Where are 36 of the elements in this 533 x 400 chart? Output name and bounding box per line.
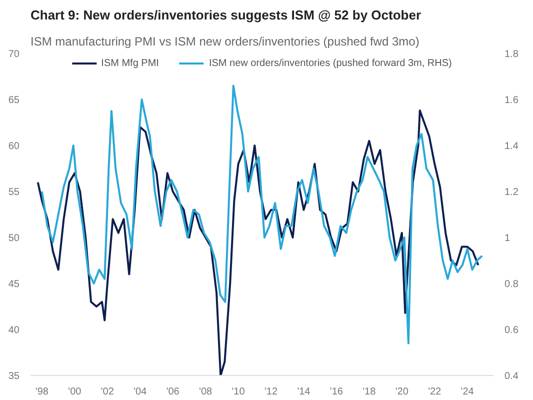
- x-tick-label: '14: [297, 386, 311, 398]
- chart-title: Chart 9: New orders/inventories suggests ISM @ 52 by October: [30, 8, 422, 22]
- y-tick-label: 60: [8, 141, 20, 152]
- y2-tick-label: 0.8: [504, 279, 519, 290]
- legend-label: ISM new orders/inventories (pushed forward 3m, RHS): [208, 58, 452, 68]
- line-series: [36, 110, 480, 376]
- x-tick-label: '02: [100, 386, 114, 398]
- x-tick-label: '12: [264, 386, 278, 398]
- y-tick-label: 70: [8, 49, 20, 60]
- x-tick-label: '00: [68, 386, 82, 398]
- y-tick-label: 45: [8, 279, 20, 290]
- y2-tick-label: 1.2: [504, 187, 519, 198]
- x-tick-label: '20: [395, 386, 409, 398]
- line-series: [40, 84, 484, 344]
- x-tick-label: '10: [232, 386, 246, 398]
- chart-subtitle: ISM manufacturing PMI vs ISM new orders/inventories (pushed fwd 3mo): [30, 34, 420, 48]
- x-tick-label: '06: [166, 386, 180, 398]
- legend-label: ISM Mfg PMI: [101, 58, 159, 68]
- y2-tick-label: 0.4: [504, 371, 519, 382]
- y-tick-label: 55: [8, 187, 20, 198]
- y-tick-label: 35: [8, 371, 20, 382]
- x-tick-label: '08: [199, 386, 213, 398]
- y2-tick-label: 0.6: [504, 325, 519, 336]
- x-tick-label: '98: [35, 386, 49, 398]
- x-tick-label: '22: [428, 386, 442, 398]
- x-tick-label: '18: [362, 386, 376, 398]
- y2-tick-label: 1: [504, 233, 510, 244]
- x-tick-label: '16: [330, 386, 344, 398]
- x-tick-label: '24: [460, 386, 474, 398]
- y2-tick-label: 1.8: [504, 49, 519, 60]
- y2-tick-label: 1.6: [504, 95, 519, 106]
- y2-tick-label: 1.4: [504, 141, 519, 152]
- x-tick-label: '04: [134, 386, 148, 398]
- y-tick-label: 50: [8, 233, 20, 244]
- y-tick-label: 40: [8, 325, 20, 336]
- y-tick-label: 65: [8, 95, 20, 106]
